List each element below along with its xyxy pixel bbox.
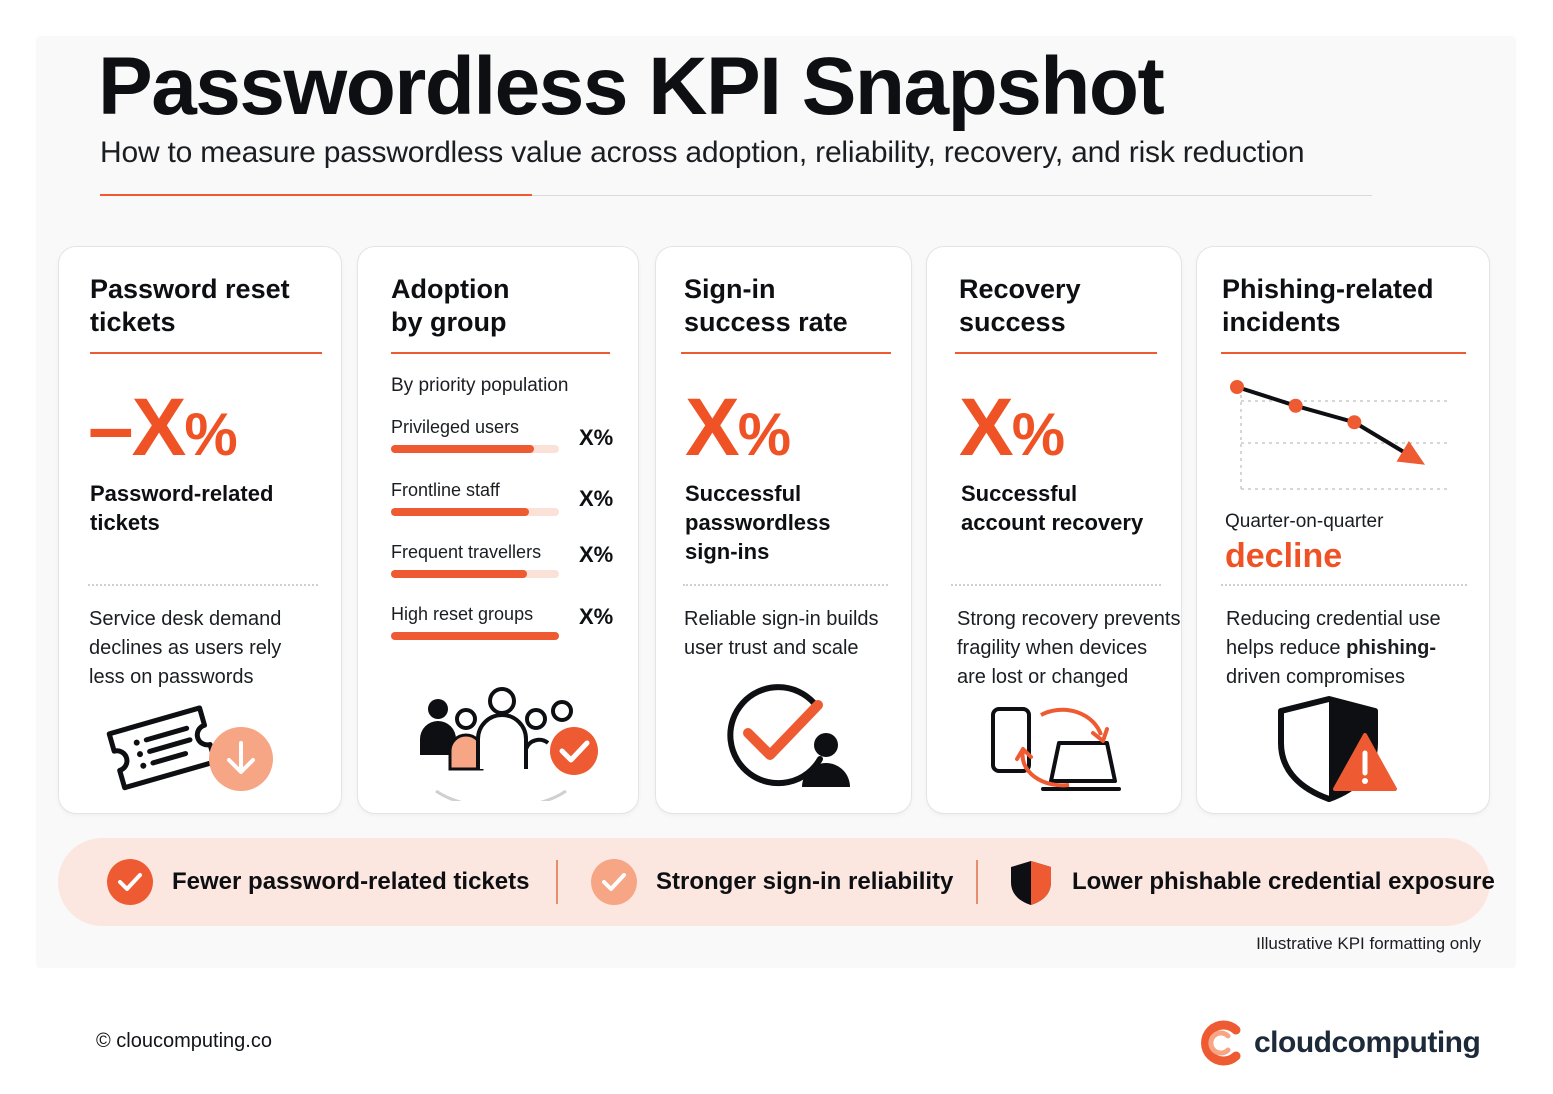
page-subtitle: How to measure passwordless value across… bbox=[100, 136, 1305, 169]
kpi-value: X% bbox=[959, 382, 1066, 473]
kpi-metric-label: Successful passwordless sign-ins bbox=[685, 481, 831, 564]
shield-icon bbox=[1011, 861, 1051, 905]
check-circle-icon bbox=[591, 859, 637, 905]
dotted-divider bbox=[951, 584, 1161, 586]
group-label: High reset groups bbox=[391, 604, 534, 624]
card-divider bbox=[1221, 352, 1466, 354]
kpi-value: –X% bbox=[88, 382, 238, 473]
card-title: Password reset tickets bbox=[90, 274, 290, 337]
group-value: X% bbox=[579, 542, 614, 567]
card-password-reset-tickets: Password reset tickets –X% Password-rela… bbox=[58, 246, 342, 814]
card-title: Phishing-related incidents bbox=[1222, 274, 1434, 337]
trend-point bbox=[1230, 380, 1244, 394]
card-description: Service desk demand declines as users re… bbox=[89, 608, 282, 688]
card-description: Reducing credential use helps reduce phi… bbox=[1226, 608, 1441, 688]
card-title: Adoption by group bbox=[391, 274, 510, 337]
group-progress-track bbox=[391, 570, 559, 578]
banner-item-label: Lower phishable credential exposure bbox=[1072, 868, 1495, 895]
group-value: X% bbox=[579, 604, 614, 629]
kpi-value: X% bbox=[685, 382, 792, 473]
dotted-divider bbox=[88, 584, 318, 586]
group-progress-track bbox=[391, 508, 559, 516]
banner-divider bbox=[976, 860, 978, 904]
trend-point bbox=[1347, 415, 1362, 430]
user-group-check-icon bbox=[420, 687, 598, 801]
banner-divider bbox=[556, 860, 558, 904]
group-row-frequent-travellers: Frequent travellers X% bbox=[391, 542, 621, 578]
disclaimer-note: Illustrative KPI formatting only bbox=[1256, 934, 1481, 953]
header-divider bbox=[100, 195, 1372, 196]
trend-value: decline bbox=[1225, 537, 1343, 575]
banner-item-reliability: Stronger sign-in reliability bbox=[590, 838, 953, 926]
trend-decline-chart bbox=[1230, 380, 1449, 490]
group-row-high-reset-groups: High reset groups X% bbox=[391, 604, 621, 640]
cloudcomputing-logo-icon bbox=[1201, 1020, 1241, 1066]
device-sync-icon bbox=[991, 707, 1121, 791]
check-circle-icon bbox=[107, 859, 153, 905]
card-divider bbox=[90, 352, 322, 354]
card-phishing-related-incidents: Phishing-related incidents Quarter-on-qu… bbox=[1196, 246, 1490, 814]
banner-item-label: Stronger sign-in reliability bbox=[656, 868, 954, 895]
card-description: Strong recovery prevents fragility when … bbox=[957, 608, 1181, 688]
group-progress-fill bbox=[391, 445, 534, 453]
dotted-divider bbox=[1221, 584, 1467, 586]
trend-arrow-head bbox=[1396, 441, 1426, 465]
header-accent-divider bbox=[100, 194, 532, 196]
card-title: Sign-in success rate bbox=[684, 274, 848, 337]
card-sign-in-success-rate: Sign-in success rate X% Successful passw… bbox=[655, 246, 912, 814]
banner-item-label: Fewer password-related tickets bbox=[172, 868, 530, 895]
group-row-frontline-staff: Frontline staff X% bbox=[391, 480, 621, 516]
brand-logo: cloudcomputing bbox=[1198, 1020, 1481, 1066]
kpi-metric-label: Successful account recovery bbox=[961, 481, 1144, 535]
group-progress-fill bbox=[391, 508, 529, 516]
banner-item-exposure: Lower phishable credential exposure bbox=[1008, 838, 1495, 926]
card-recovery-success: Recovery success X% Successful account r… bbox=[926, 246, 1182, 814]
trend-label: Quarter-on-quarter bbox=[1225, 511, 1384, 532]
page-title: Passwordless KPI Snapshot bbox=[98, 41, 1165, 132]
group-label: Frequent travellers bbox=[391, 542, 542, 562]
trend-line bbox=[1236, 385, 1415, 460]
card-divider bbox=[955, 352, 1157, 354]
group-progress-track bbox=[391, 632, 559, 640]
group-progress-track bbox=[391, 445, 559, 453]
dotted-divider bbox=[683, 584, 888, 586]
group-subheading: By priority population bbox=[391, 375, 569, 396]
trend-point bbox=[1288, 398, 1303, 413]
card-adoption-by-group: Adoption by group By priority population… bbox=[357, 246, 639, 814]
outcomes-banner: Fewer password-related tickets Stronger … bbox=[58, 838, 1495, 926]
group-row-privileged-users: Privileged users X% bbox=[391, 417, 621, 453]
shield-warning-icon bbox=[1278, 696, 1397, 802]
card-description: Reliable sign-in builds user trust and s… bbox=[684, 608, 879, 659]
kpi-metric-label: Password-related tickets bbox=[90, 481, 274, 535]
group-progress-fill bbox=[391, 632, 559, 640]
check-circle-user-icon bbox=[727, 684, 850, 787]
card-title: Recovery success bbox=[959, 274, 1081, 337]
card-divider bbox=[391, 352, 610, 354]
group-label: Frontline staff bbox=[391, 480, 500, 500]
banner-item-tickets: Fewer password-related tickets bbox=[106, 838, 529, 926]
card-divider bbox=[681, 352, 891, 354]
group-value: X% bbox=[579, 425, 614, 450]
group-label: Privileged users bbox=[391, 417, 520, 437]
group-progress-fill bbox=[391, 570, 528, 578]
brand-name: cloudcomputing bbox=[1254, 1026, 1481, 1059]
copyright-text: © cloucomputing.co bbox=[96, 1030, 272, 1052]
group-value: X% bbox=[579, 486, 614, 511]
ticket-down-arrow-icon bbox=[106, 705, 273, 791]
